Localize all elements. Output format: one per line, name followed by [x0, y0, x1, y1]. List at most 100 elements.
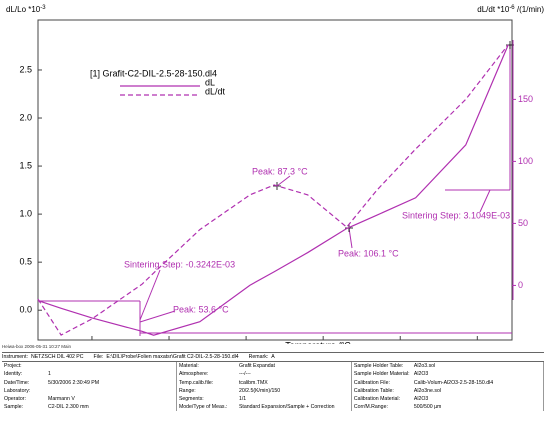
peak-markers: [273, 41, 514, 232]
y2-axis-label: dL/dt *10-6 /(1/min): [477, 5, 544, 15]
info-row: Corr/M.Range: 500/500 µm: [354, 403, 543, 411]
info-key: Mode/Type of Meas.:: [178, 404, 228, 411]
x-tick-label: 140: [470, 343, 485, 344]
info-row: Calibration File: Calib-Volum-Al2O3-2.5-2…: [354, 379, 543, 387]
info-row: Laboratory:: [4, 387, 176, 395]
info-row: Sample Holder Table: Al2o3.sol: [354, 362, 543, 370]
annotation: Peak: 106.1 °C: [338, 248, 399, 258]
chart: dL/Lo *10-3 dL/dt *10-6 /(1/min) Tempera…: [6, 5, 544, 344]
info-value: Grafit Expandat: [238, 363, 275, 370]
info-key: Calibration Material:: [353, 396, 401, 403]
info-value: 1/1: [238, 396, 247, 403]
info-key: Sample Holder Table:: [353, 363, 404, 370]
info-value: Al2O3: [413, 371, 429, 378]
info-row: Mode/Type of Meas.: Standard Expansion/Sa…: [179, 403, 351, 411]
x-tick-label: 80: [241, 343, 251, 344]
x-tick-label: 40: [87, 343, 97, 344]
info-column: Material: Grafit Expandat Atmosphere: ---/-…: [177, 362, 352, 412]
x-axis-label: Temperature /°C: [285, 340, 351, 344]
info-key: Identity:: [4, 371, 23, 378]
info-row: Material: Grafit Expandat: [179, 362, 351, 370]
info-value: Al2O3: [413, 396, 429, 403]
info-value: 20/2.5(K/min)/150: [238, 387, 281, 394]
y2-tick-label: 150: [518, 94, 533, 104]
info-row: Temp.calib.file: tcalibm.TMX: [179, 379, 351, 387]
step-lines: [38, 45, 512, 336]
y-tick-label: 0.0: [19, 305, 32, 315]
info-key: Laboratory:: [4, 387, 31, 394]
series-line: [37, 44, 509, 336]
info-key: Temp.calib.file:: [178, 379, 214, 386]
legend-title: [1] Grafit-C2-DIL-2.5-28-150.dl4: [90, 68, 217, 78]
info-row: Sample: C2-DIL 2.300 mm: [4, 403, 176, 411]
y2-label-text: dL/dt *10: [477, 5, 510, 14]
info-row: Atmosphere: ---/---: [179, 370, 351, 378]
info-value: C2-DIL 2.300 mm: [48, 404, 89, 411]
y-label-sup: -3: [40, 5, 46, 11]
info-value: Calib-Volum-Al2O3-2.5-28-150.dl4: [413, 379, 494, 386]
header-cell: E:\DIL\Probe\Folien maxatsr\Grafit C2-DI…: [106, 354, 239, 360]
y-tick-label: 1.5: [19, 160, 32, 170]
info-header: Instrument: NETZSCH DIL 402 PC File: E:\DIL…: [2, 352, 544, 363]
info-columns: Project: Identity: 1 Date/Time: 5/30/2006 2:…: [2, 362, 544, 412]
y2-tick-label: 0: [518, 280, 523, 290]
header-cell: A: [271, 354, 275, 360]
info-value: 5/30/2006 2:30:49 PM: [48, 379, 100, 386]
y-tick-label: 1.0: [19, 208, 32, 218]
y2-tick-label: 50: [518, 218, 528, 228]
info-value: Al2o3ne.sol: [413, 387, 441, 394]
info-key: Atmosphere:: [178, 371, 209, 378]
y-axis-label: dL/Lo *10-3: [6, 5, 46, 15]
info-key: Segments:: [178, 396, 204, 403]
note: Heiwa-box 2006-05-31 10:27 Main: [2, 344, 72, 349]
info-value: Al2o3.sol: [413, 363, 436, 370]
x-tick-label: 120: [393, 343, 408, 344]
info-key: Calibration Table:: [353, 387, 394, 394]
info-row: Sample Holder Material: Al2O3: [354, 370, 543, 378]
info-key: Range:: [178, 387, 196, 394]
info-row: Operator: Marmann V: [4, 395, 176, 403]
info-key: Calibration File:: [353, 379, 390, 386]
y2-label-sup: -6: [509, 5, 515, 11]
info-value: ---/---: [238, 371, 251, 378]
info-key: Material:: [178, 363, 199, 370]
plot-frame: [37, 19, 513, 341]
legend-label: dL/dt: [205, 86, 226, 96]
info-value: 500/500 µm: [413, 404, 442, 411]
annotation: Sintering Step: -0.3242E-03: [124, 259, 235, 269]
series-line: [37, 44, 509, 336]
info-key: Project:: [4, 363, 22, 370]
info-key: Corr/M.Range:: [353, 404, 388, 411]
annotation: Peak: 53.6 °C: [173, 304, 229, 314]
y-tick-label: 2.0: [19, 112, 32, 122]
info-row: Identity: 1: [4, 370, 176, 378]
info-key: Sample Holder Material:: [353, 371, 410, 378]
info-key: Date/Time:: [4, 379, 30, 386]
info-key: Operator:: [4, 396, 26, 403]
y-tick-label: 0.5: [19, 257, 32, 267]
legend-label: dL: [205, 77, 215, 87]
info-row: Project:: [4, 362, 176, 370]
info-value: 1: [48, 371, 51, 378]
info-key: Sample:: [4, 404, 24, 411]
header-cell: NETZSCH DIL 402 PC: [30, 354, 84, 360]
info-row: Calibration Material: Al2O3: [354, 395, 543, 403]
header-cell: File:: [93, 354, 104, 360]
info-column: Sample Holder Table: Al2o3.sol Sample Hold…: [352, 362, 544, 412]
info-value: Marmann V: [48, 396, 75, 403]
info-value: Standard Expansion/Sample + Correction: [238, 404, 335, 411]
annotation: Peak: 87.3 °C: [252, 166, 308, 176]
y-label-text: dL/Lo *10: [6, 5, 41, 14]
info-table: Instrument: NETZSCH DIL 402 PC File: E:\DIL…: [2, 352, 544, 412]
info-row: Calibration Table: Al2o3ne.sol: [354, 387, 543, 395]
info-value: tcalibm.TMX: [238, 379, 268, 386]
x-tick-label: 100: [316, 343, 331, 344]
info-row: Range: 20/2.5(K/min)/150: [179, 387, 351, 395]
y2-label-tail: /(1/min): [515, 5, 545, 14]
x-tick-label: 60: [164, 343, 174, 344]
header-cell: Remark:: [248, 354, 269, 360]
info-row: Segments: 1/1: [179, 395, 351, 403]
y-tick-label: 2.5: [19, 64, 32, 74]
y2-tick-label: 100: [518, 156, 533, 166]
